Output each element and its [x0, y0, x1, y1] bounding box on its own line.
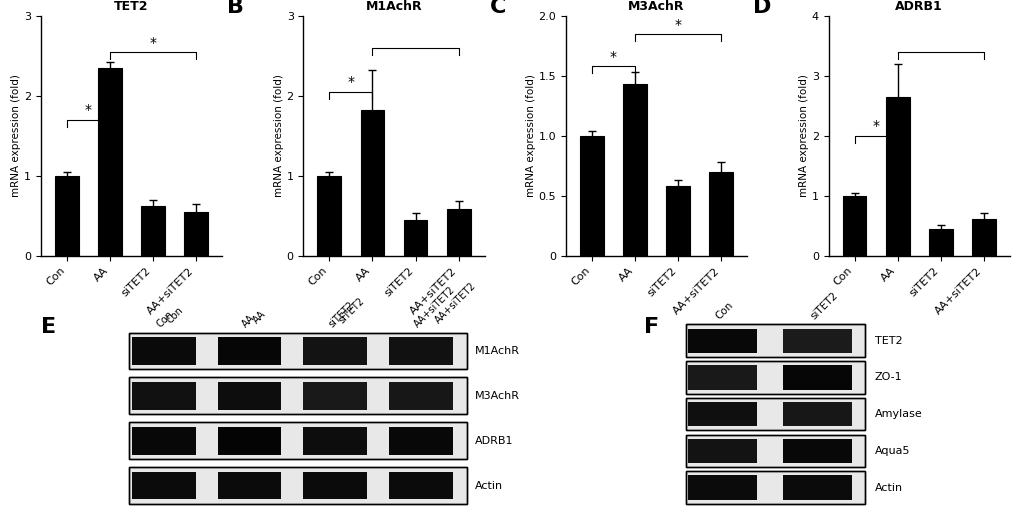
Text: E: E — [41, 318, 56, 337]
Y-axis label: mRNA expression (fold): mRNA expression (fold) — [525, 74, 535, 198]
Bar — [389, 337, 452, 365]
Bar — [131, 337, 196, 365]
Bar — [686, 434, 864, 467]
Text: AA+siTET2: AA+siTET2 — [412, 285, 457, 330]
Text: Con: Con — [165, 305, 185, 326]
Bar — [665, 186, 690, 256]
Text: M3AchR: M3AchR — [475, 391, 520, 401]
Bar — [303, 427, 367, 455]
Text: Con: Con — [155, 309, 175, 330]
Bar — [131, 382, 196, 410]
Text: siTET2: siTET2 — [326, 300, 356, 330]
Text: Actin: Actin — [873, 483, 902, 493]
Y-axis label: mRNA expression (fold): mRNA expression (fold) — [798, 74, 808, 198]
Bar — [686, 434, 864, 467]
Bar — [686, 398, 864, 431]
Text: siTET2: siTET2 — [336, 296, 366, 326]
Text: F: F — [644, 318, 659, 337]
Bar — [623, 84, 646, 256]
Bar — [686, 324, 864, 357]
Bar — [141, 206, 165, 256]
Bar — [129, 332, 467, 370]
Text: Aqua5: Aqua5 — [873, 446, 909, 456]
Bar — [783, 329, 851, 353]
Text: M1AchR: M1AchR — [475, 346, 520, 356]
Text: *: * — [347, 75, 354, 90]
Bar — [217, 427, 281, 455]
Bar — [303, 382, 367, 410]
Text: Amylase: Amylase — [873, 409, 921, 419]
Text: Con: Con — [712, 300, 734, 321]
Bar — [686, 471, 864, 504]
Bar — [131, 472, 196, 499]
Text: siTET2: siTET2 — [807, 290, 839, 321]
Text: AA: AA — [240, 313, 257, 330]
Bar — [129, 467, 467, 504]
Bar — [129, 332, 467, 370]
Bar — [131, 427, 196, 455]
Title: ADRB1: ADRB1 — [895, 1, 943, 13]
Bar — [129, 467, 467, 504]
Bar — [688, 365, 756, 390]
Text: C: C — [489, 0, 505, 17]
Bar — [98, 68, 121, 256]
Bar — [303, 337, 367, 365]
Bar — [360, 110, 384, 256]
Title: M1AchR: M1AchR — [366, 1, 422, 13]
Bar — [686, 471, 864, 504]
Text: Actin: Actin — [475, 481, 502, 491]
Text: B: B — [227, 0, 245, 17]
Bar — [446, 209, 470, 256]
Bar — [783, 439, 851, 463]
Bar — [389, 472, 452, 499]
Bar — [783, 475, 851, 500]
Title: TET2: TET2 — [114, 1, 149, 13]
Bar — [928, 229, 952, 256]
Text: *: * — [674, 18, 681, 31]
Bar — [129, 378, 467, 414]
Bar — [842, 196, 865, 256]
Bar — [688, 439, 756, 463]
Text: *: * — [609, 50, 616, 64]
Bar — [129, 378, 467, 414]
Title: M3AchR: M3AchR — [628, 1, 684, 13]
Text: TET2: TET2 — [873, 336, 902, 346]
Bar — [317, 176, 340, 256]
Bar — [688, 329, 756, 353]
Bar — [709, 172, 733, 256]
Bar — [129, 422, 467, 459]
Bar — [686, 361, 864, 394]
Bar — [580, 136, 603, 256]
Text: ZO-1: ZO-1 — [873, 372, 902, 382]
Bar — [184, 212, 208, 256]
Bar — [688, 402, 756, 426]
Bar — [303, 472, 367, 499]
Bar — [686, 361, 864, 394]
Bar — [783, 402, 851, 426]
Text: D: D — [752, 0, 770, 17]
Bar — [55, 176, 78, 256]
Bar — [389, 382, 452, 410]
Text: *: * — [872, 119, 878, 133]
Bar — [217, 472, 281, 499]
Bar — [217, 337, 281, 365]
Y-axis label: mRNA expression (fold): mRNA expression (fold) — [11, 74, 21, 198]
Bar — [404, 220, 427, 256]
Bar — [971, 219, 995, 256]
Text: AA+siTET2: AA+siTET2 — [433, 280, 478, 326]
Bar — [783, 365, 851, 390]
Bar — [389, 427, 452, 455]
Bar — [129, 422, 467, 459]
Text: *: * — [85, 104, 92, 117]
Bar — [884, 97, 909, 256]
Bar — [688, 475, 756, 500]
Text: *: * — [149, 36, 156, 49]
Y-axis label: mRNA expression (fold): mRNA expression (fold) — [273, 74, 283, 198]
Bar — [686, 398, 864, 431]
Text: ADRB1: ADRB1 — [475, 435, 513, 446]
Text: AA: AA — [251, 309, 267, 326]
Bar — [217, 382, 281, 410]
Bar — [686, 324, 864, 357]
